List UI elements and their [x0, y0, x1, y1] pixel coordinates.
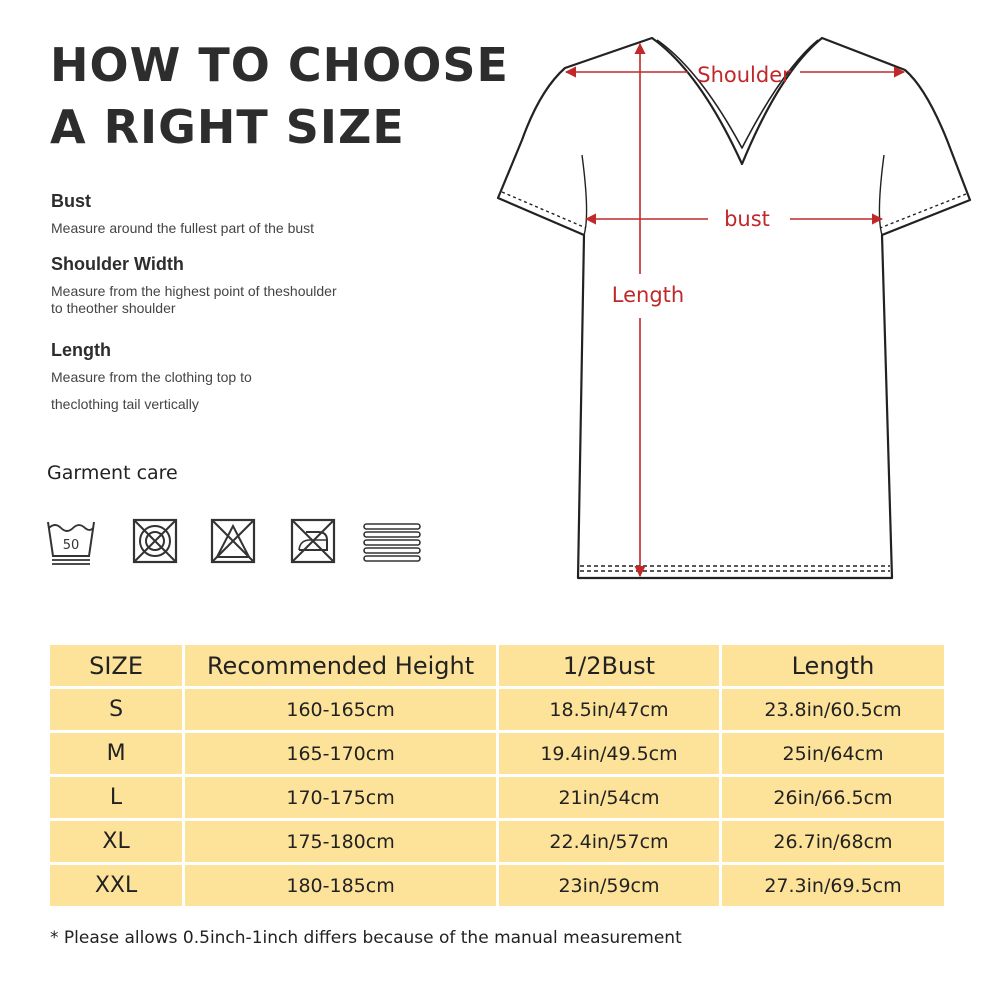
header-height: Recommended Height — [185, 645, 496, 686]
table-row: L 170-175cm 21in/54cm 26in/66.5cm — [50, 777, 944, 818]
dry-flat-icon — [363, 523, 421, 562]
garment-care-label: Garment care — [47, 462, 178, 484]
bust-description: Measure around the fullest part of the b… — [51, 220, 315, 236]
no-tumble-dry-icon — [132, 518, 178, 564]
no-iron-icon — [290, 518, 336, 564]
table-row: M 165-170cm 19.4in/49.5cm 25in/64cm — [50, 733, 944, 774]
bust-heading: Bust — [51, 191, 91, 211]
size-table: SIZE Recommended Height 1/2Bust Length S… — [47, 642, 947, 909]
cell-length: 27.3in/69.5cm — [722, 865, 944, 906]
table-row: XXL 180-185cm 23in/59cm 27.3in/69.5cm — [50, 865, 944, 906]
shoulder-label: Shoulder — [697, 63, 791, 87]
title-line-1: HOW TO CHOOSE — [50, 38, 509, 92]
wash-temp: 50 — [63, 538, 80, 553]
wash-50-icon: 50 — [47, 521, 95, 565]
cell-size: M — [50, 733, 183, 774]
shoulder-description-1: Measure from the highest point of thesho… — [51, 283, 337, 299]
no-bleach-icon — [210, 518, 256, 564]
cell-height: 180-185cm — [185, 865, 496, 906]
table-header-row: SIZE Recommended Height 1/2Bust Length — [50, 645, 944, 686]
page-title: HOW TO CHOOSE A RIGHT SIZE — [50, 34, 509, 158]
title-line-2: A RIGHT SIZE — [50, 100, 405, 154]
cell-size: L — [50, 777, 183, 818]
length-description-2: theclothing tail vertically — [51, 396, 199, 412]
cell-height: 165-170cm — [185, 733, 496, 774]
bust-measure: bust — [584, 207, 884, 231]
cell-size: XXL — [50, 865, 183, 906]
header-half-bust: 1/2Bust — [498, 645, 719, 686]
cell-size: S — [50, 689, 183, 730]
cell-length: 25in/64cm — [722, 733, 944, 774]
length-label: Length — [612, 283, 684, 307]
cell-length: 26in/66.5cm — [722, 777, 944, 818]
shoulder-info: Shoulder Width Measure from the highest … — [51, 254, 337, 317]
shoulder-heading: Shoulder Width — [51, 254, 184, 274]
length-heading: Length — [51, 340, 111, 360]
cell-length: 26.7in/68cm — [722, 821, 944, 862]
cell-half-bust: 18.5in/47cm — [498, 689, 719, 730]
cell-half-bust: 22.4in/57cm — [498, 821, 719, 862]
cell-length: 23.8in/60.5cm — [722, 689, 944, 730]
table-row: S 160-165cm 18.5in/47cm 23.8in/60.5cm — [50, 689, 944, 730]
cell-half-bust: 23in/59cm — [498, 865, 719, 906]
header-length: Length — [722, 645, 944, 686]
tshirt-diagram: Shoulder bust Length — [496, 36, 972, 580]
bust-info: Bust Measure around the fullest part of … — [51, 191, 314, 238]
header-size: SIZE — [50, 645, 183, 686]
length-info: Length Measure from the clothing top to … — [51, 340, 252, 414]
tshirt-outline — [496, 36, 972, 580]
cell-size: XL — [50, 821, 183, 862]
measurement-note: * Please allows 0.5inch-1inch differs be… — [50, 928, 682, 948]
cell-height: 170-175cm — [185, 777, 496, 818]
length-measure: Length — [612, 42, 684, 578]
length-description-1: Measure from the clothing top to — [51, 369, 252, 385]
cell-height: 160-165cm — [185, 689, 496, 730]
shoulder-description-2: to theother shoulder — [51, 300, 176, 316]
cell-half-bust: 19.4in/49.5cm — [498, 733, 719, 774]
bust-label: bust — [724, 207, 770, 231]
shoulder-measure: Shoulder — [564, 63, 906, 87]
table-row: XL 175-180cm 22.4in/57cm 26.7in/68cm — [50, 821, 944, 862]
cell-half-bust: 21in/54cm — [498, 777, 719, 818]
cell-height: 175-180cm — [185, 821, 496, 862]
